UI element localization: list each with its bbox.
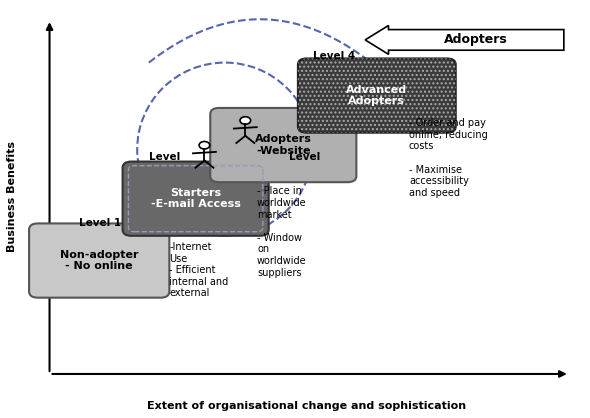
Text: Level: Level <box>289 152 320 162</box>
FancyBboxPatch shape <box>123 162 268 236</box>
FancyBboxPatch shape <box>210 108 356 182</box>
Text: - Order and pay
online, reducing
costs

- Maximise
accessibility
and speed: - Order and pay online, reducing costs -… <box>409 118 488 198</box>
Text: Adopters: Adopters <box>444 33 508 46</box>
Text: Level 1: Level 1 <box>78 217 121 227</box>
Text: Level 4: Level 4 <box>313 51 355 61</box>
Text: Non-adopter
- No online: Non-adopter - No online <box>60 250 139 271</box>
Text: Starters
-E-mail Access: Starters -E-mail Access <box>150 188 241 209</box>
FancyBboxPatch shape <box>298 59 455 133</box>
Text: - Place in
worldwide
market

- Window
on
worldwide
suppliers: - Place in worldwide market - Window on … <box>257 186 307 278</box>
Text: Level: Level <box>149 152 180 162</box>
Text: Extent of organisational change and sophistication: Extent of organisational change and soph… <box>147 401 466 411</box>
FancyBboxPatch shape <box>29 224 169 298</box>
Text: Business Benefits: Business Benefits <box>6 141 17 252</box>
Text: Advanced
Adopters: Advanced Adopters <box>346 85 407 106</box>
Circle shape <box>240 117 251 124</box>
Text: Adopters
-Website: Adopters -Website <box>255 134 312 156</box>
FancyArrow shape <box>365 25 564 54</box>
Circle shape <box>199 141 209 149</box>
Text: -Internet
Use
- Efficient
internal and
external: -Internet Use - Efficient internal and e… <box>169 242 228 298</box>
